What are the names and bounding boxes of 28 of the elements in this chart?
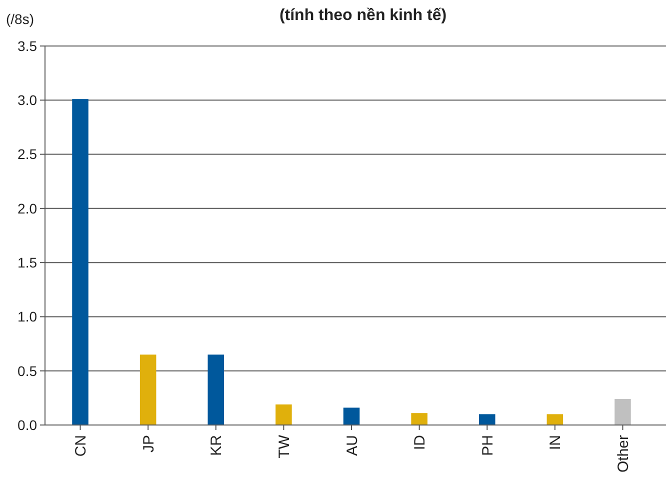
x-tick-label: CN	[72, 435, 90, 457]
x-tick-label: IN	[547, 435, 564, 450]
bar	[72, 99, 88, 425]
y-tick-label: 0.0	[18, 416, 38, 433]
y-tick-label: 2.0	[18, 200, 38, 216]
x-tick-label: JP	[140, 435, 158, 453]
x-tick-label: ID	[412, 434, 429, 450]
x-tick-label: Other	[614, 434, 632, 473]
chart-title: (tính theo nền kinh tế)	[279, 7, 447, 24]
bar	[140, 354, 156, 425]
x-tick-label: AU	[344, 435, 361, 456]
bar	[343, 408, 360, 425]
y-tick-label: 1.5	[18, 254, 38, 270]
bar	[478, 414, 496, 425]
bar	[411, 413, 428, 425]
x-tick-label: KR	[208, 434, 226, 456]
x-tick-label: PH	[479, 435, 496, 456]
y-tick-label: 3.5	[18, 38, 38, 54]
y-tick-label: 1.0	[18, 308, 38, 325]
bar	[276, 404, 292, 425]
y-tick-label: 3.0	[18, 92, 38, 108]
bar	[208, 354, 224, 425]
bar	[614, 399, 631, 425]
x-tick-label: TW	[276, 434, 293, 458]
y-tick-label: 0.5	[18, 362, 38, 379]
bar	[546, 414, 564, 425]
y-axis-title: (/8s)	[6, 11, 34, 27]
y-tick-label: 2.5	[18, 146, 38, 162]
